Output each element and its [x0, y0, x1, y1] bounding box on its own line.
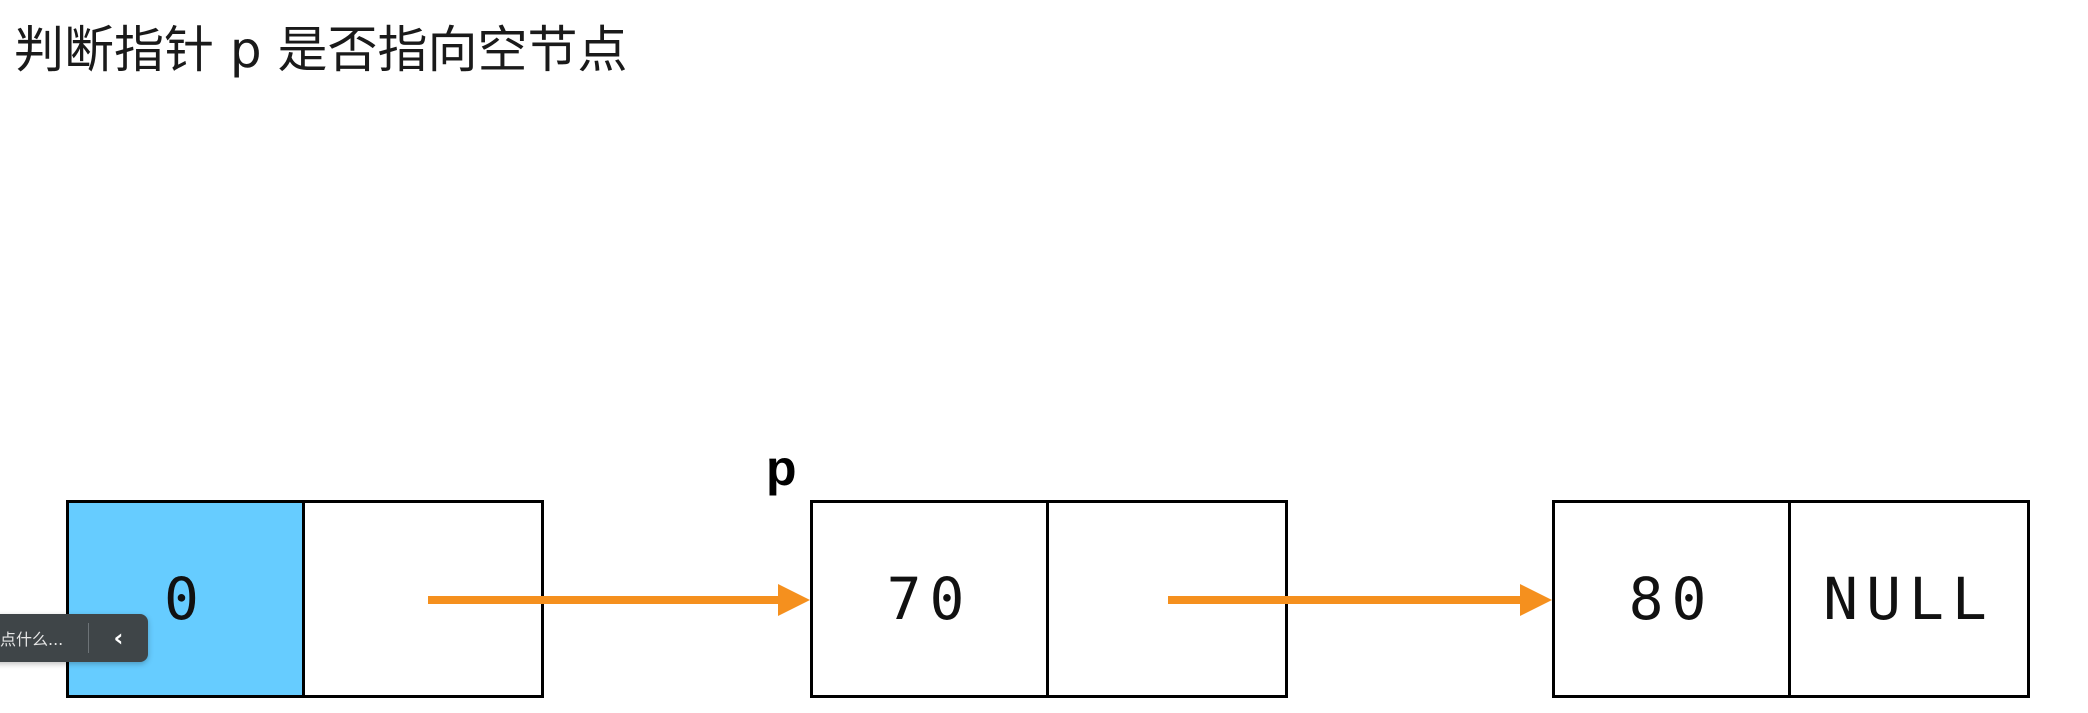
node-data-cell: 70: [813, 503, 1049, 695]
chevron-left-icon[interactable]: ‹: [113, 624, 124, 652]
overlay-hint-pill[interactable]: 点什么... ‹: [0, 614, 148, 662]
node-next-cell: NULL: [1823, 565, 1995, 633]
node-data-cell: 0: [69, 503, 305, 695]
list-node-3: 80 NULL: [1552, 500, 2030, 698]
pointer-p-label: p: [766, 440, 797, 496]
hint-text[interactable]: 点什么...: [0, 630, 64, 649]
list-node-head: 0: [66, 500, 544, 698]
divider: [88, 623, 89, 653]
arrow-node-2-to-node-3: [1168, 584, 1552, 616]
node-data-cell: 80: [1555, 503, 1791, 695]
arrow-head-to-node-2: [428, 584, 810, 616]
page-title: 判断指针 p 是否指向空节点: [14, 21, 628, 79]
list-node-2: 70: [810, 500, 1288, 698]
